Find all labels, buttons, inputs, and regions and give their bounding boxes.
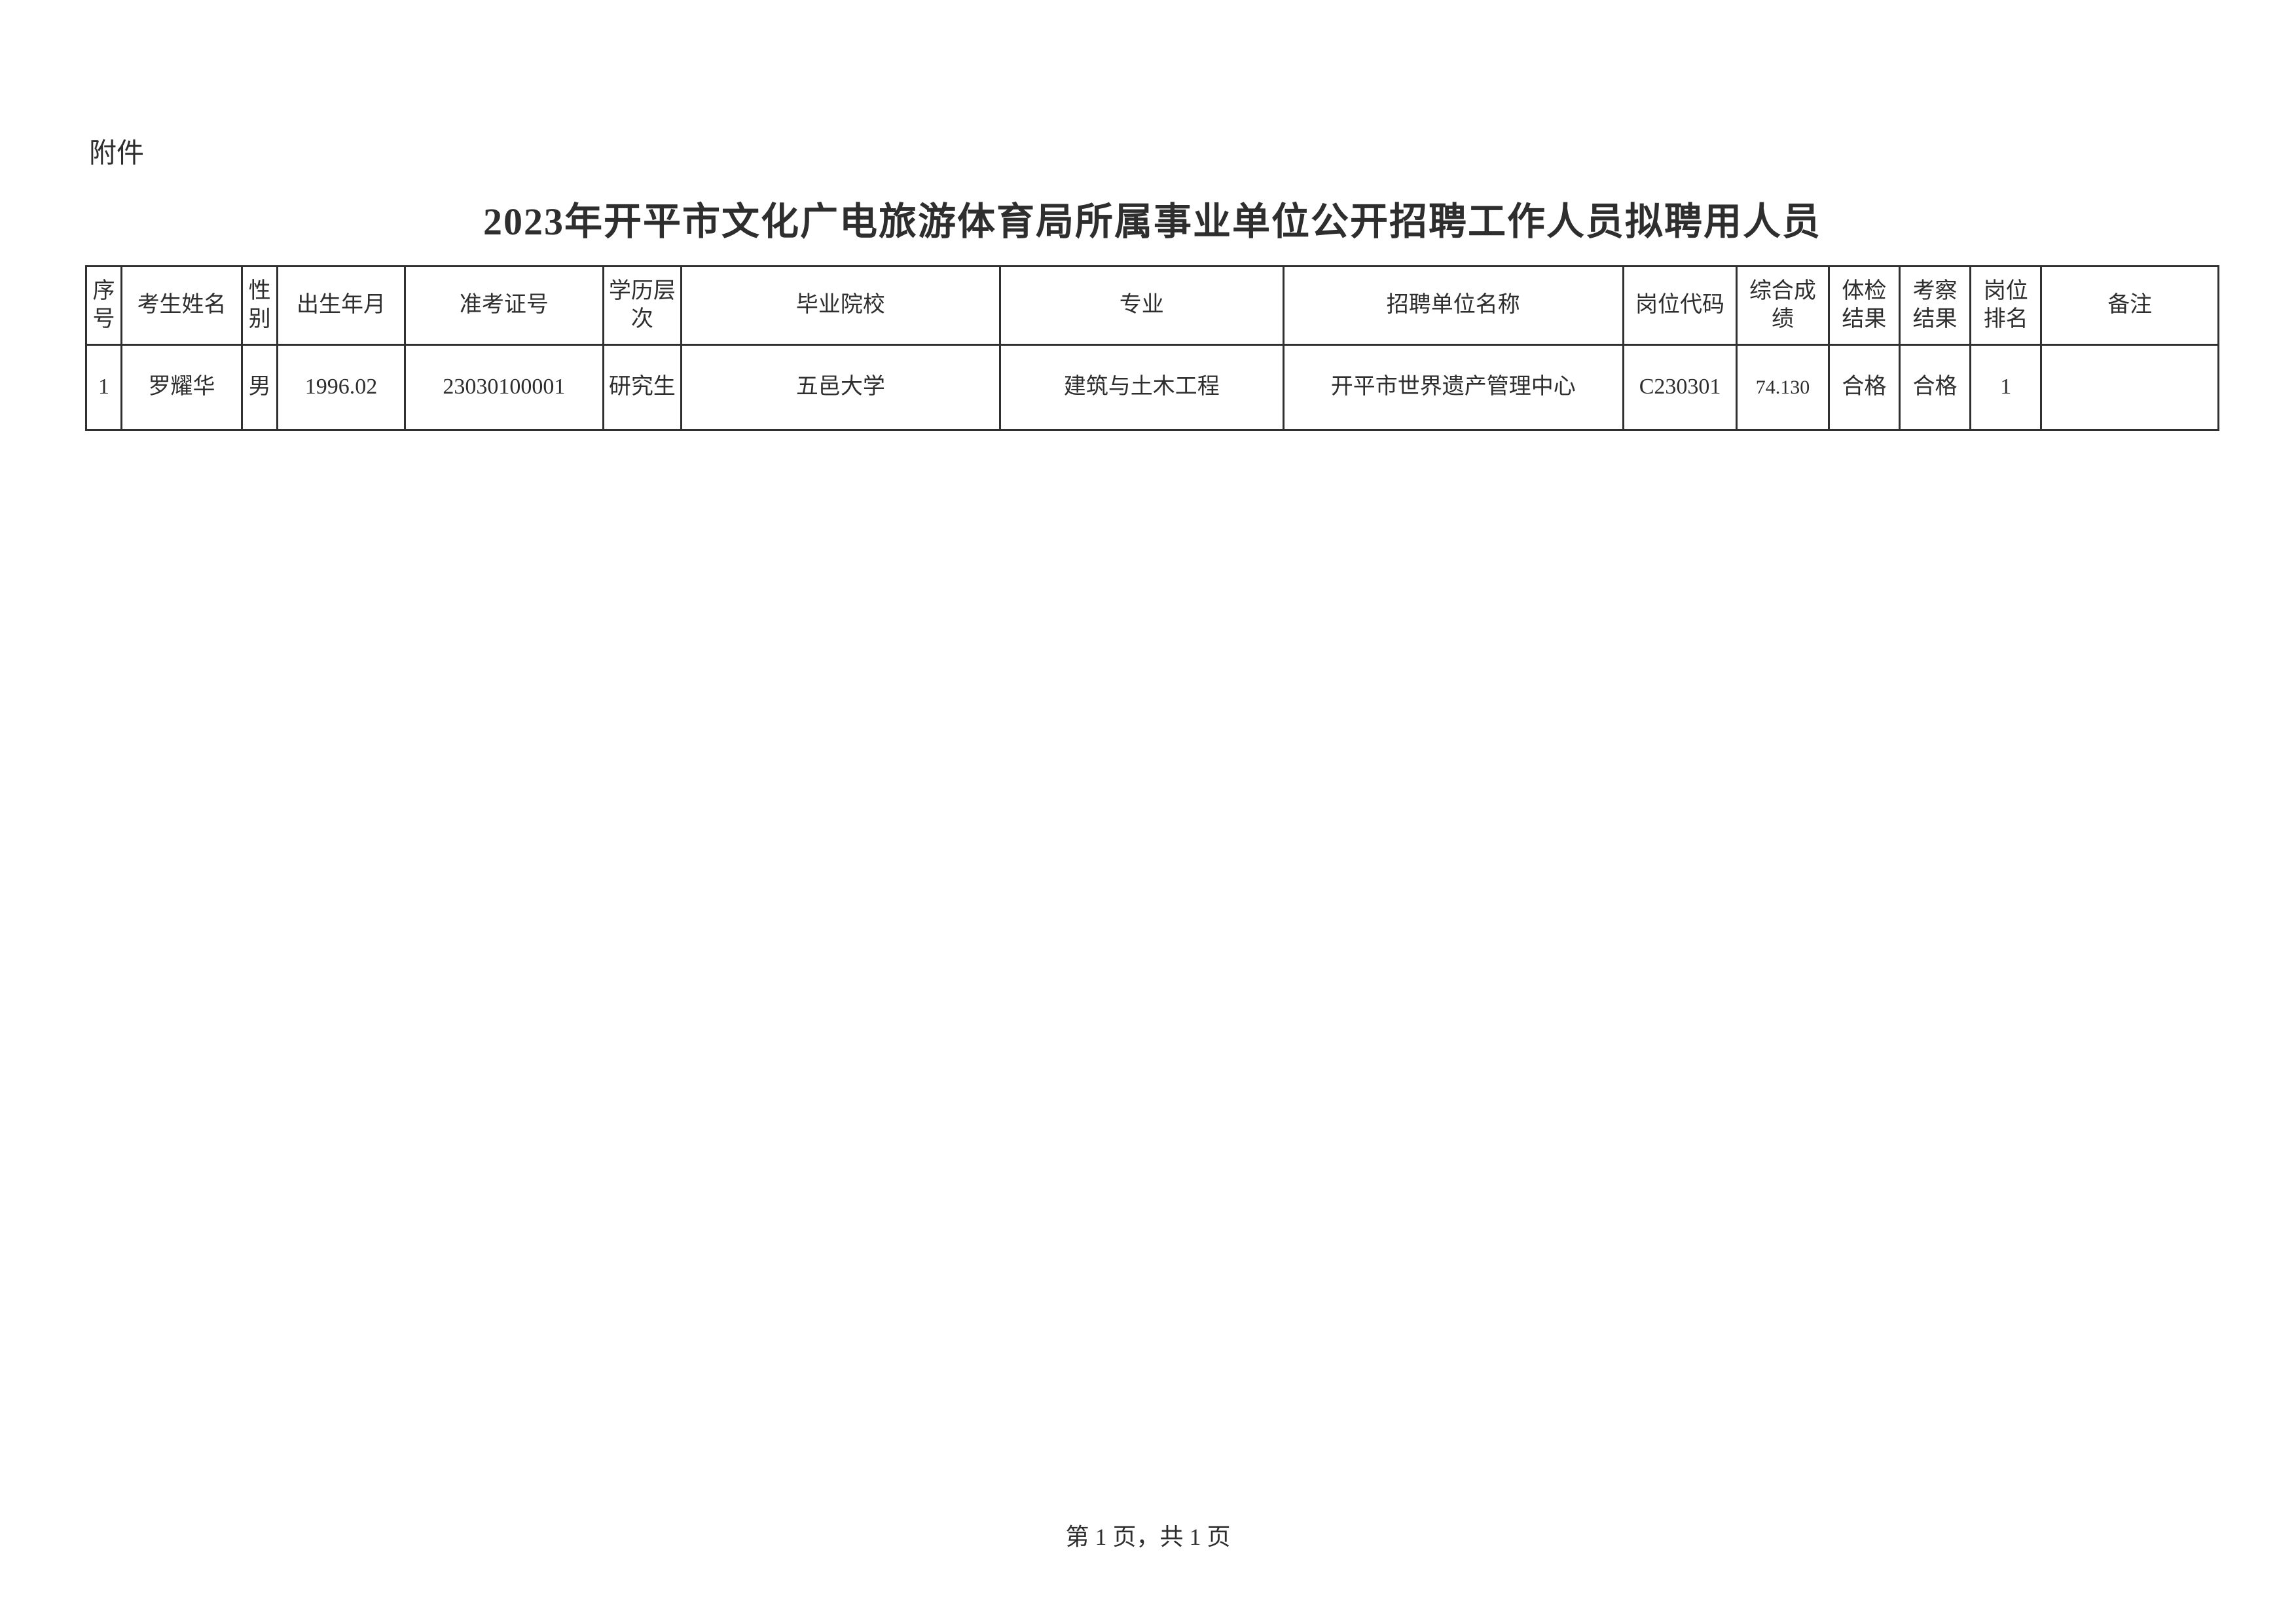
- cell-seq: 1: [86, 345, 122, 430]
- cell-birth: 1996.02: [278, 345, 405, 430]
- table-header-row: 序号 考生姓名 性别 出生年月 准考证号 学历层次 毕业院校 专业 招聘单位名称…: [86, 267, 2219, 345]
- col-header-phys: 体检结果: [1829, 267, 1899, 345]
- cell-insp: 合格: [1899, 345, 1970, 430]
- table-row: 1 罗耀华 男 1996.02 23030100001 研究生 五邑大学 建筑与…: [86, 345, 2219, 430]
- col-header-rank: 岗位排名: [1971, 267, 2041, 345]
- col-header-seq: 序号: [86, 267, 122, 345]
- document-page: 附件 2023年开平市文化广电旅游体育局所属事业单位公开招聘工作人员拟聘用人员 …: [85, 131, 2219, 431]
- document-title: 2023年开平市文化广电旅游体育局所属事业单位公开招聘工作人员拟聘用人员: [85, 191, 2219, 246]
- cell-edu: 研究生: [603, 345, 681, 430]
- col-header-remark: 备注: [2041, 267, 2219, 345]
- cell-sex: 男: [242, 345, 278, 430]
- cell-major: 建筑与土木工程: [1000, 345, 1283, 430]
- col-header-edu: 学历层次: [603, 267, 681, 345]
- col-header-sex: 性别: [242, 267, 278, 345]
- attachment-label: 附件: [85, 131, 2219, 171]
- cell-post: C230301: [1623, 345, 1736, 430]
- cell-remark: [2041, 345, 2219, 430]
- col-header-post: 岗位代码: [1623, 267, 1736, 345]
- col-header-exam: 准考证号: [405, 267, 603, 345]
- col-header-major: 专业: [1000, 267, 1283, 345]
- cell-phys: 合格: [1829, 345, 1899, 430]
- col-header-insp: 考察结果: [1899, 267, 1970, 345]
- cell-school: 五邑大学: [681, 345, 1000, 430]
- page-footer: 第 1 页，共 1 页: [0, 1518, 2296, 1552]
- col-header-name: 考生姓名: [122, 267, 242, 345]
- cell-unit: 开平市世界遗产管理中心: [1283, 345, 1623, 430]
- recruitment-table: 序号 考生姓名 性别 出生年月 准考证号 学历层次 毕业院校 专业 招聘单位名称…: [85, 265, 2219, 431]
- col-header-school: 毕业院校: [681, 267, 1000, 345]
- cell-exam: 23030100001: [405, 345, 603, 430]
- cell-name: 罗耀华: [122, 345, 242, 430]
- col-header-score: 综合成绩: [1737, 267, 1829, 345]
- cell-score: 74.130: [1737, 345, 1829, 430]
- cell-rank: 1: [1971, 345, 2041, 430]
- col-header-unit: 招聘单位名称: [1283, 267, 1623, 345]
- col-header-birth: 出生年月: [278, 267, 405, 345]
